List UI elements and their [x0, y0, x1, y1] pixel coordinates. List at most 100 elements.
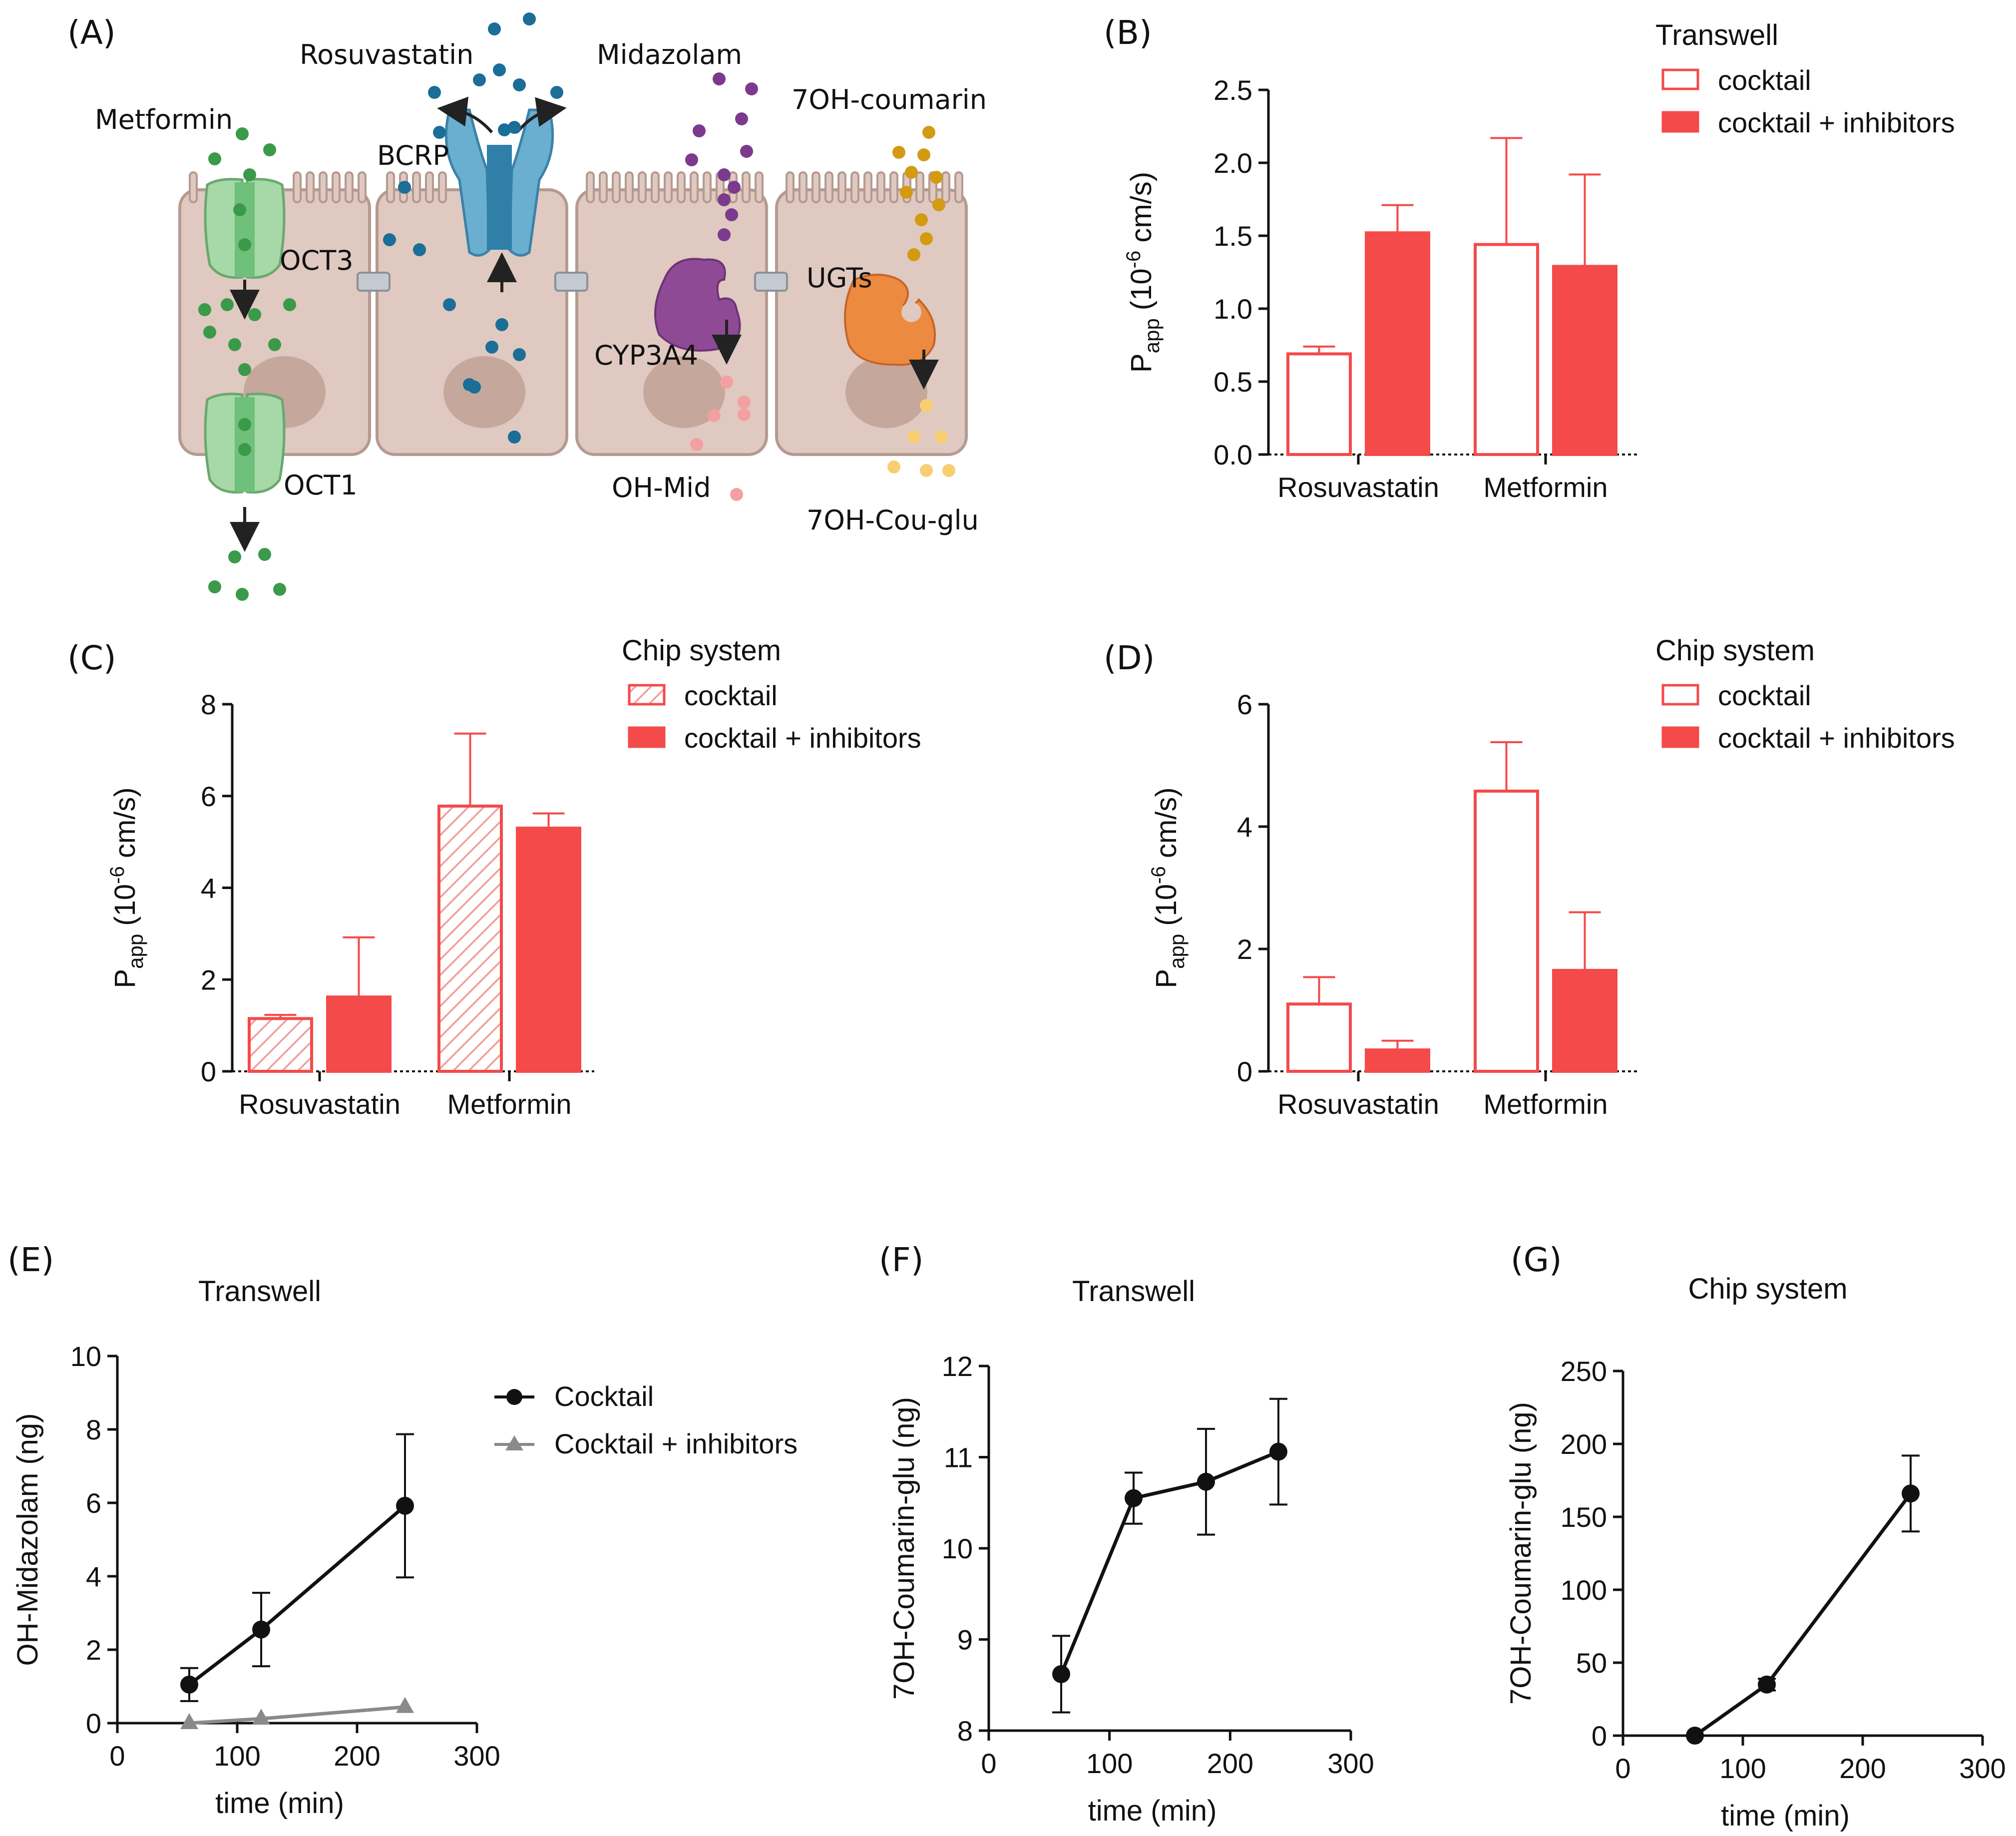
molecule-dot: [198, 303, 211, 316]
label-7oh-cou-glu: 7OH-Cou-glu: [806, 504, 979, 536]
y-axis-label: Papp (10-6 cm/s): [106, 787, 147, 988]
data-point: [1125, 1489, 1143, 1507]
bar-cocktail-inhibitors: [1365, 231, 1430, 456]
molecule-dot: [283, 298, 296, 311]
molecule-dot: [498, 123, 511, 136]
data-point: [1052, 1665, 1070, 1683]
molecule-dot: [905, 166, 918, 179]
molecule-dot: [892, 146, 905, 159]
legend-label: Cocktail + inhibitors: [554, 1428, 798, 1459]
molecule-dot: [738, 396, 751, 409]
data-point: [180, 1713, 198, 1729]
molecule-dot: [745, 82, 758, 95]
chart-title: Transwell: [198, 1275, 321, 1308]
y-tick-label: 4: [201, 873, 216, 904]
molecule-dot: [243, 168, 256, 181]
legend-label: cocktail + inhibitors: [684, 722, 921, 754]
bar-cocktail: [1286, 1002, 1352, 1073]
transport-arrows: [230, 96, 939, 552]
molecule-dot: [513, 78, 526, 91]
molecule-dot: [935, 431, 948, 444]
bcrp-transporter: [444, 108, 554, 257]
x-tick-label: 100: [1086, 1748, 1133, 1779]
data-point: [1197, 1472, 1215, 1491]
molecule-dot: [922, 126, 935, 139]
x-tick-label: 0: [981, 1748, 996, 1779]
chart-b-transwell-papp: (B) 0.0 0.5 1.0 1.5 2.0 2.5 Papp (10-6 cm/s) Ros…: [1104, 13, 1955, 503]
legend-label: cocktail: [1718, 64, 1811, 96]
microvillus: [293, 171, 302, 203]
microvillus: [189, 171, 198, 203]
molecule-dot: [208, 580, 221, 593]
microvillus: [837, 171, 846, 203]
microvillus: [941, 171, 950, 203]
legend-marker: [506, 1389, 522, 1405]
microvillus: [742, 171, 751, 203]
label-metformin: Metformin: [95, 104, 233, 135]
bar-cocktail: [1474, 789, 1539, 1073]
microvillus: [876, 171, 885, 203]
y-tick-label: 0.5: [1213, 366, 1252, 398]
microvillus: [690, 171, 699, 203]
legend-title: Chip system: [1655, 634, 1815, 667]
molecule-dot: [690, 438, 703, 451]
microvillus: [850, 171, 859, 203]
x-tick-label: Metformin: [1484, 1088, 1608, 1120]
molecule-dot: [730, 488, 743, 501]
y-tick-label: 4: [86, 1561, 101, 1592]
microvillus: [811, 171, 820, 203]
cell-schematic: (A): [67, 12, 987, 601]
legend-marker: [505, 1435, 523, 1450]
series-line: [188, 1504, 406, 1686]
y-tick-label: 11: [944, 1442, 973, 1473]
molecule-dot: [920, 399, 933, 412]
bar-cocktail-inhibitors: [1552, 968, 1617, 1073]
substrate-particles: [198, 12, 955, 601]
molecule-dot: [488, 22, 501, 35]
y-tick-label: 8: [86, 1414, 101, 1445]
x-tick-label: Rosuvastatin: [239, 1088, 401, 1120]
molecule-dot: [236, 588, 249, 601]
bar-cocktail-inhibitors: [326, 995, 392, 1073]
legend-label: cocktail + inhibitors: [1718, 107, 1955, 138]
molecule-dot: [718, 168, 731, 181]
y-tick-label: 8: [957, 1715, 973, 1747]
y-tick-label: 2.5: [1213, 74, 1252, 106]
molecule-dot: [398, 181, 411, 194]
x-tick-label: 300: [453, 1740, 500, 1772]
legend-label: Cocktail: [554, 1380, 654, 1412]
molecule-dot: [468, 381, 481, 394]
molecule-dot: [693, 124, 706, 137]
molecule-dot: [238, 238, 251, 251]
panel-label: (F): [879, 1241, 923, 1279]
y-tick-label: 9: [957, 1624, 973, 1656]
microvillus: [332, 171, 341, 203]
series-line: [1693, 1492, 1912, 1737]
series-line: [189, 1705, 405, 1725]
label-oct3: OCT3: [280, 245, 354, 276]
y-tick-label: 250: [1561, 1356, 1607, 1387]
data-point: [252, 1709, 270, 1725]
molecule-dot: [508, 121, 521, 134]
y-tick-label: 0: [1237, 1056, 1252, 1087]
data-point: [1758, 1675, 1776, 1694]
bar-cocktail-inhibitors: [1365, 1048, 1430, 1073]
molecule-dot: [513, 348, 526, 361]
microvillus: [319, 171, 328, 203]
microvillus: [954, 171, 963, 203]
microvillus: [638, 171, 647, 203]
molecule-dot: [920, 232, 933, 245]
y-tick-label: 1.0: [1213, 293, 1252, 325]
bar-cocktail-inhibitors: [1552, 265, 1617, 456]
ugts-enzyme: [844, 274, 936, 366]
y-axis-label: OH-Midazolam (ng): [11, 1413, 44, 1666]
label-rosuvastatin: Rosuvastatin: [300, 39, 473, 70]
y-tick-label: 6: [86, 1487, 101, 1519]
y-tick-label: 50: [1576, 1647, 1607, 1679]
y-tick-label: 1.5: [1213, 220, 1252, 252]
tight-junctions: [357, 272, 788, 292]
molecule-dot: [383, 233, 396, 246]
y-tick-label: 4: [1237, 811, 1252, 843]
